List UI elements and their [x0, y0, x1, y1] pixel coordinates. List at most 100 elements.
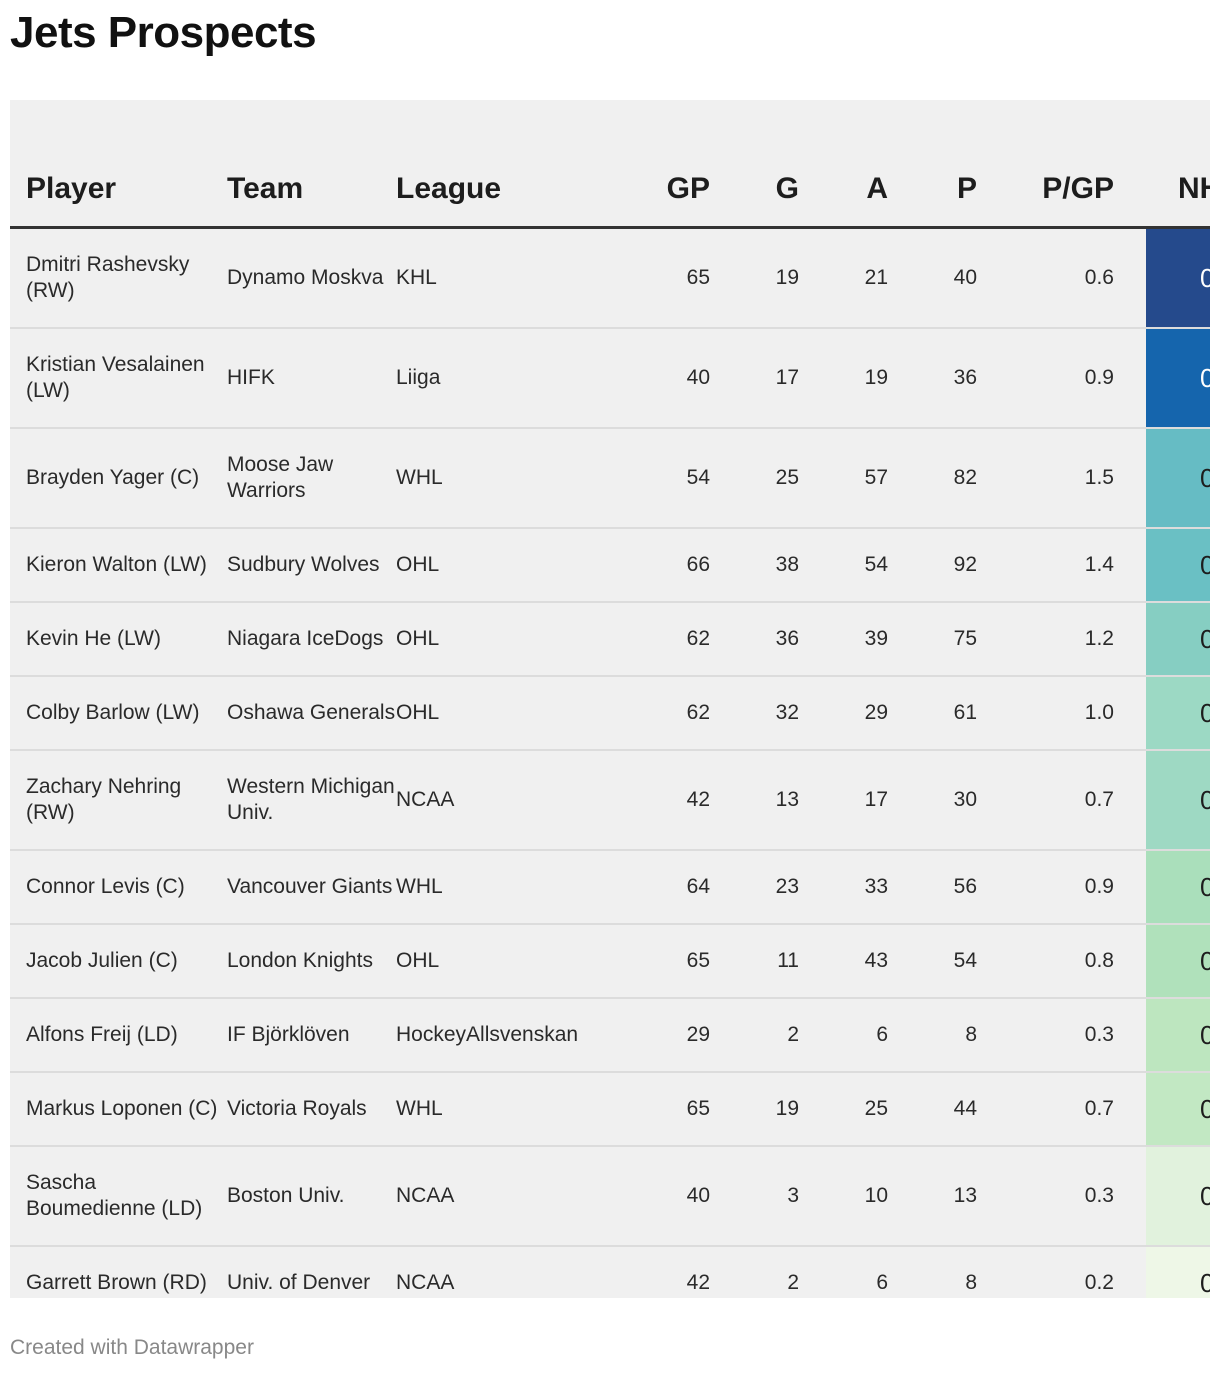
table-row: Kevin He (LW) Niagara IceDogs OHL 62 36 39 75 1…: [10, 601, 1210, 677]
column-header-team[interactable]: Team: [227, 100, 396, 229]
table-row: Kristian Vesalainen (LW) HIFK Liiga 40 17 19 3…: [10, 327, 1210, 429]
cell-league: NCAA: [396, 749, 636, 851]
column-header-gp[interactable]: GP: [636, 100, 710, 229]
cell-player: Markus Loponen (C): [10, 1071, 227, 1147]
cell-nhl: 0.: [1146, 675, 1210, 751]
cell-gp: 62: [636, 601, 710, 677]
cell-g: 3: [710, 1145, 799, 1247]
cell-gp: 65: [636, 923, 710, 999]
cell-pgp: 1.4: [977, 527, 1146, 603]
cell-player: Jacob Julien (C): [10, 923, 227, 999]
cell-player: Connor Levis (C): [10, 849, 227, 925]
cell-pgp: 0.3: [977, 997, 1146, 1073]
cell-p: 8: [965, 1271, 977, 1294]
cell-p: 82: [888, 427, 977, 529]
cell-g: 19: [710, 1071, 799, 1147]
cell-league: NCAA: [396, 1145, 636, 1247]
cell-nhl: 0.: [1146, 749, 1210, 851]
cell-p: 92: [888, 527, 977, 603]
cell-g: 11: [710, 923, 799, 999]
cell-a: 10: [799, 1145, 888, 1247]
table-body: Dmitri Rashevsky (RW) Dynamo Moskva KHL 65 1…: [10, 227, 1210, 1298]
cell-nhl: 0.4: [1146, 327, 1210, 429]
cell-g: 19: [710, 227, 799, 329]
column-header-g[interactable]: G: [710, 100, 799, 229]
cell-nhl: 0.: [1146, 1071, 1210, 1147]
cell-a: 39: [799, 601, 888, 677]
page-title: Jets Prospects: [10, 8, 317, 57]
cell-g: 17: [710, 327, 799, 429]
column-header-a[interactable]: A: [799, 100, 888, 229]
cell-pgp: 0.8: [977, 923, 1146, 999]
cell-team: HIFK: [227, 327, 396, 429]
table-header-row: Player Team League GP G A P P/GP NHI: [10, 100, 1210, 229]
cell-nhl: 0.0: [1146, 1245, 1210, 1298]
cell-pgp: 1.0: [977, 675, 1146, 751]
cell-player: Alfons Freij (LD): [10, 997, 227, 1073]
cell-league: WHL: [396, 849, 636, 925]
cell-a: 54: [799, 527, 888, 603]
cell-a: 25: [799, 1071, 888, 1147]
cell-gp: 40: [636, 1145, 710, 1247]
cell-pgp: 0.2: [1084, 1271, 1114, 1294]
cell-league: NCAA: [396, 1271, 455, 1294]
cell-league: WHL: [396, 427, 636, 529]
cell-a: 29: [799, 675, 888, 751]
cell-team: IF Björklöven: [227, 997, 396, 1073]
cell-league: OHL: [396, 675, 636, 751]
cell-player: Kristian Vesalainen (LW): [10, 327, 227, 429]
cell-player: Dmitri Rashevsky (RW): [10, 227, 227, 329]
cell-pgp: 1.5: [977, 427, 1146, 529]
cell-p: 13: [888, 1145, 977, 1247]
table-row: Brayden Yager (C) Moose Jaw Warriors WHL 54…: [10, 427, 1210, 529]
cell-pgp: 0.9: [977, 849, 1146, 925]
cell-gp: 29: [636, 997, 710, 1073]
cell-player: Brayden Yager (C): [10, 427, 227, 529]
cell-gp: 42: [636, 749, 710, 851]
column-header-league[interactable]: League: [396, 100, 636, 229]
cell-league: OHL: [396, 601, 636, 677]
cell-a: 21: [799, 227, 888, 329]
cell-team: Sudbury Wolves: [227, 527, 396, 603]
cell-pgp: 0.3: [977, 1145, 1146, 1247]
table-row: Jacob Julien (C) London Knights OHL 65 11 43 5…: [10, 923, 1210, 999]
prospects-table-container[interactable]: Player Team League GP G A P P/GP NHI Dmi…: [10, 100, 1210, 1298]
cell-p: 56: [888, 849, 977, 925]
cell-pgp: 0.6: [977, 227, 1146, 329]
cell-gp: 65: [636, 1071, 710, 1147]
cell-nhl: 0.0: [1146, 1145, 1210, 1247]
table-row: Connor Levis (C) Vancouver Giants WHL 64 23 3…: [10, 849, 1210, 925]
cell-a: 19: [799, 327, 888, 429]
cell-team: Niagara IceDogs: [227, 601, 396, 677]
cell-gp: 40: [636, 327, 710, 429]
cell-a: 33: [799, 849, 888, 925]
table-row: Dmitri Rashevsky (RW) Dynamo Moskva KHL 65 1…: [10, 227, 1210, 329]
cell-pgp: 1.2: [977, 601, 1146, 677]
cell-team: Dynamo Moskva: [227, 227, 396, 329]
cell-team: Vancouver Giants: [227, 849, 396, 925]
table-row: Zachary Nehring (RW) Western Michigan Uni…: [10, 749, 1210, 851]
cell-team: Western Michigan Univ.: [227, 749, 396, 851]
table-row: Kieron Walton (LW) Sudbury Wolves OHL 66 38 5…: [10, 527, 1210, 603]
column-header-player[interactable]: Player: [10, 100, 227, 229]
cell-team: Oshawa Generals: [227, 675, 396, 751]
cell-team: London Knights: [227, 923, 396, 999]
column-header-pgp[interactable]: P/GP: [977, 100, 1146, 229]
cell-gp: 65: [636, 227, 710, 329]
cell-gp: 64: [636, 849, 710, 925]
cell-g: 38: [710, 527, 799, 603]
column-header-p[interactable]: P: [888, 100, 977, 229]
cell-gp: 62: [636, 675, 710, 751]
cell-g: 2: [710, 997, 799, 1073]
cell-g: 36: [710, 601, 799, 677]
footer-credit: Created with Datawrapper: [10, 1336, 254, 1359]
cell-g: 32: [710, 675, 799, 751]
cell-g: 23: [710, 849, 799, 925]
cell-p: 54: [888, 923, 977, 999]
cell-g: 2: [787, 1271, 799, 1294]
cell-league: Liiga: [396, 327, 636, 429]
column-header-nhl[interactable]: NHI: [1146, 100, 1210, 229]
cell-player: Sascha Boumedienne (LD): [10, 1145, 227, 1247]
cell-nhl: 0.: [1146, 849, 1210, 925]
cell-p: 40: [888, 227, 977, 329]
